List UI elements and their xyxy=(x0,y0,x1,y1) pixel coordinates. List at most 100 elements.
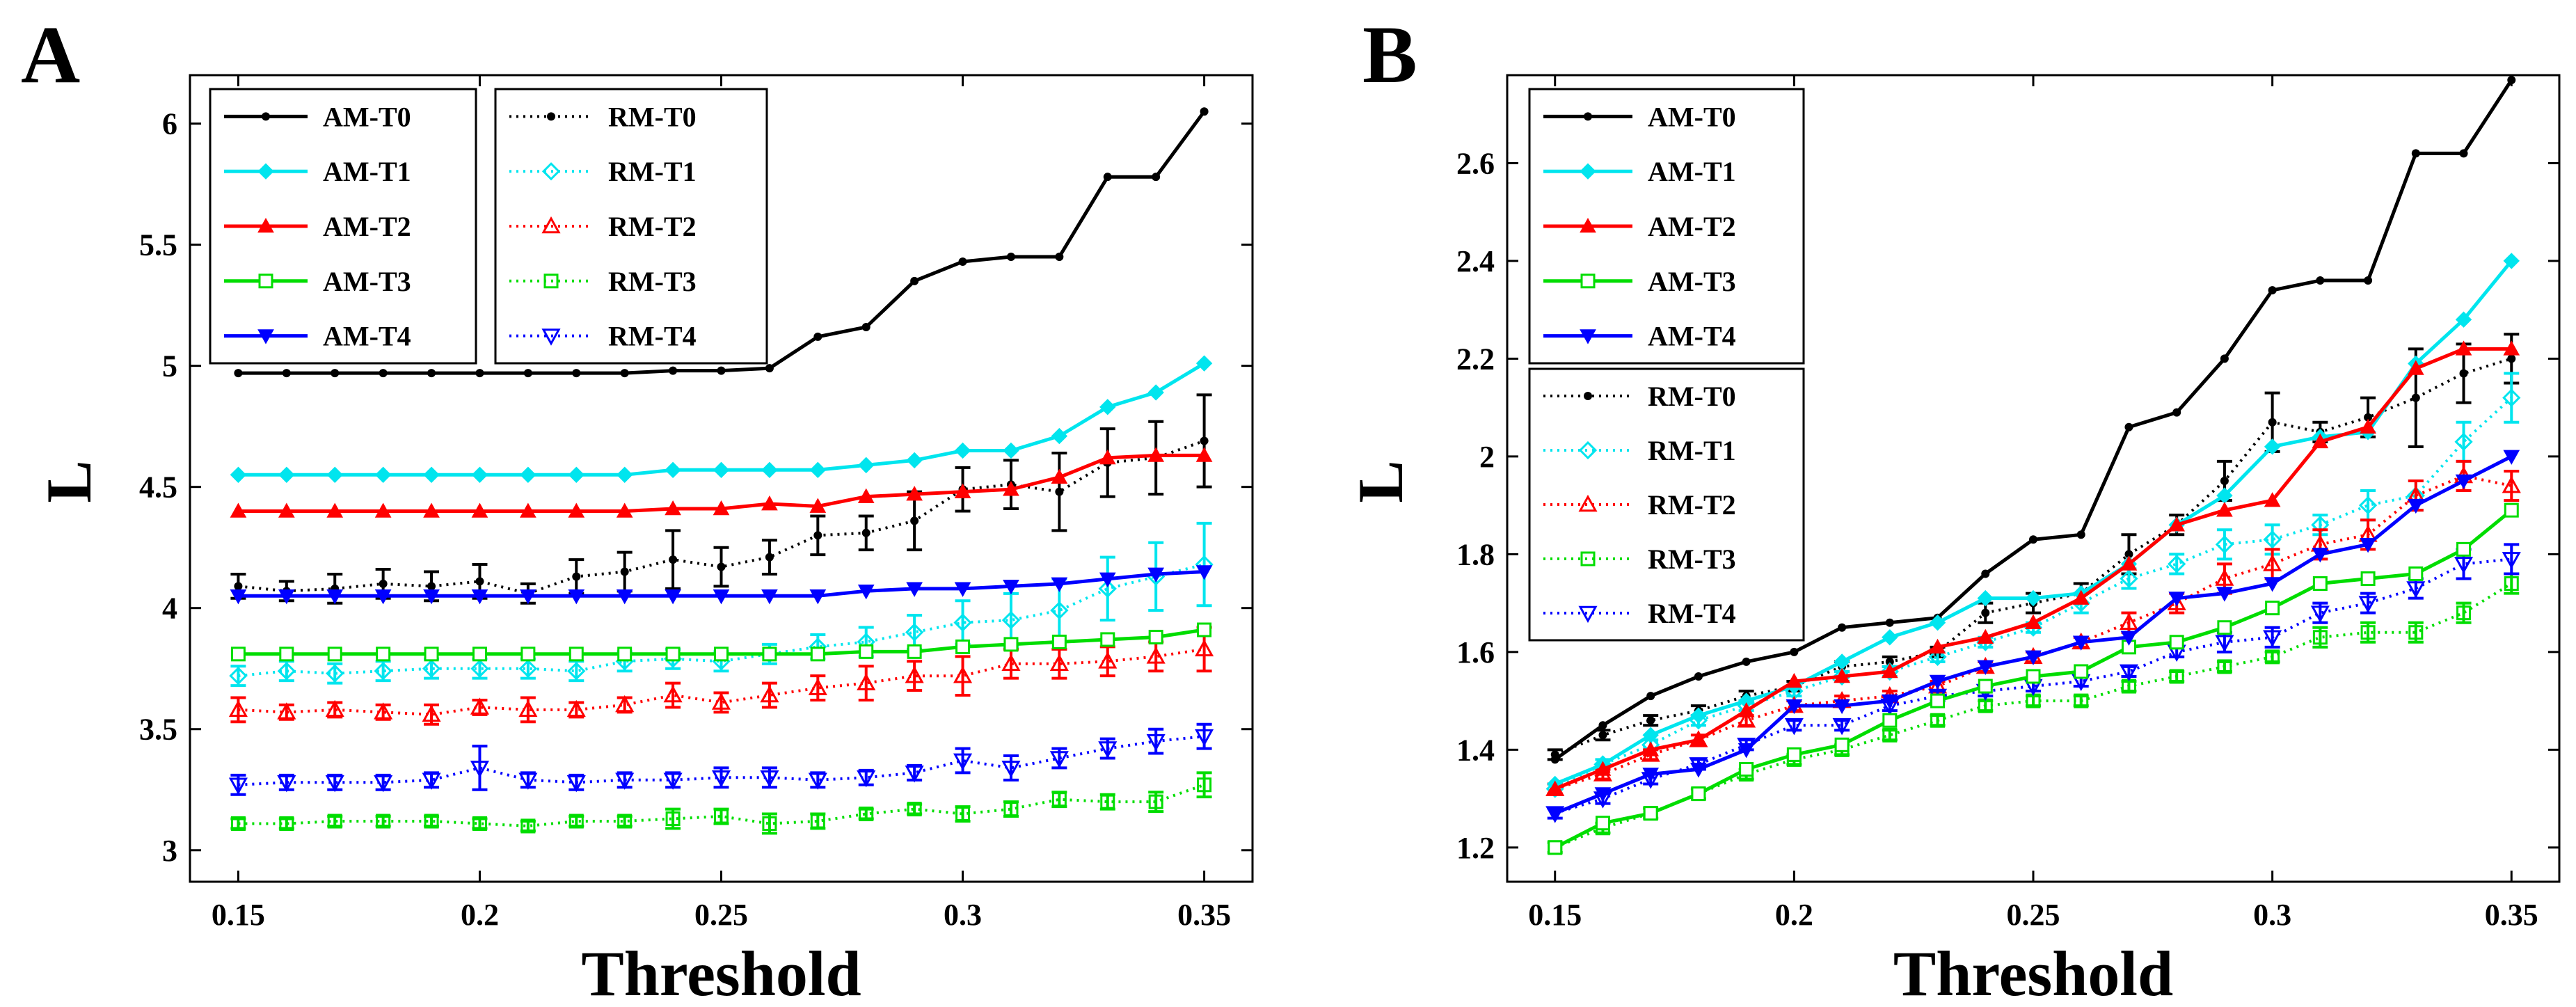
y-axis-title: L xyxy=(1345,460,1416,502)
data-point xyxy=(1049,653,1069,672)
y-tick-label: 1.4 xyxy=(1456,733,1495,767)
data-point xyxy=(470,697,490,715)
data-point xyxy=(1195,729,1214,747)
x-tick-label: 0.3 xyxy=(944,898,982,932)
data-point xyxy=(615,695,635,713)
data-point xyxy=(1690,707,1707,724)
data-point xyxy=(1881,694,1898,710)
legend-label: AM-T0 xyxy=(323,101,411,132)
data-point xyxy=(1981,608,1990,617)
data-point xyxy=(1737,711,1756,728)
data-point xyxy=(374,589,392,605)
data-point xyxy=(1546,780,1564,795)
data-point xyxy=(2364,276,2373,285)
data-point xyxy=(1885,618,1894,627)
data-point xyxy=(1147,447,1165,462)
data-point xyxy=(228,699,248,717)
error-bar xyxy=(2456,420,2472,463)
series-line xyxy=(238,735,1204,786)
data-point xyxy=(228,777,248,795)
data-point xyxy=(713,500,730,516)
data-point xyxy=(2455,340,2472,356)
error-bar xyxy=(955,655,971,697)
data-point xyxy=(1885,657,1894,666)
y-tick-label: 2.4 xyxy=(1456,244,1495,278)
data-point xyxy=(905,623,924,642)
data-point xyxy=(1739,761,1754,777)
data-point xyxy=(2169,669,2184,684)
legend-item-am-t4: AM-T4 xyxy=(1543,321,1736,352)
legend-marker xyxy=(262,112,270,121)
data-point xyxy=(1598,721,1607,730)
data-point xyxy=(665,500,681,516)
legend-item-rm-t3: RM-T3 xyxy=(1543,544,1736,575)
data-point xyxy=(2360,538,2376,553)
data-point xyxy=(1598,731,1607,740)
data-point xyxy=(1786,747,1802,762)
legend: AM-T0 AM-T1 AM-T2 AM-T3 AM-T4 xyxy=(209,88,477,365)
data-point xyxy=(906,486,923,501)
data-point xyxy=(2268,286,2277,295)
data-point xyxy=(2459,369,2468,378)
data-point xyxy=(809,589,827,605)
data-point xyxy=(1929,638,1946,654)
data-point xyxy=(665,647,681,662)
data-point xyxy=(616,466,633,483)
legend-label: RM-T3 xyxy=(608,266,697,297)
data-point xyxy=(327,647,342,662)
data-point xyxy=(663,772,683,790)
x-tick-label: 0.25 xyxy=(694,898,748,932)
data-point xyxy=(1195,355,1213,372)
data-point xyxy=(1642,741,1660,756)
data-point xyxy=(954,582,971,597)
data-point xyxy=(713,461,730,479)
data-point xyxy=(520,818,536,834)
data-point xyxy=(472,816,487,831)
data-point xyxy=(1642,768,1660,783)
data-point xyxy=(2025,614,2042,630)
data-point xyxy=(422,772,441,790)
legend-marker xyxy=(1580,217,1596,233)
data-point xyxy=(2360,418,2376,434)
data-point xyxy=(2119,612,2139,631)
data-point xyxy=(1003,481,1019,496)
data-point xyxy=(326,502,344,518)
error-bar xyxy=(278,817,294,830)
data-point xyxy=(717,562,726,571)
data-point xyxy=(229,667,248,685)
data-point xyxy=(1055,253,1064,262)
data-point xyxy=(2263,530,2282,549)
legend-label: RM-T0 xyxy=(1648,381,1736,412)
legend-label: AM-T4 xyxy=(1648,321,1736,352)
data-point xyxy=(1003,802,1019,817)
data-point xyxy=(2264,577,2281,592)
series-rm-t0 xyxy=(230,393,1212,605)
data-point xyxy=(617,814,633,829)
data-point xyxy=(1646,716,1655,725)
data-point xyxy=(572,369,581,378)
data-point xyxy=(1098,741,1118,759)
data-point xyxy=(2406,581,2426,598)
data-point xyxy=(1643,806,1658,821)
data-point xyxy=(616,502,633,518)
data-point xyxy=(230,466,247,483)
data-point xyxy=(566,699,586,717)
legend-label: AM-T2 xyxy=(1648,211,1736,242)
error-bar xyxy=(1786,719,1802,732)
data-point xyxy=(762,816,777,831)
legend-frame xyxy=(1528,367,1805,642)
data-point xyxy=(954,483,971,498)
data-point xyxy=(1882,713,1898,728)
y-tick-label: 2 xyxy=(1479,440,1495,474)
data-point xyxy=(423,589,440,605)
data-point xyxy=(1197,777,1212,793)
data-point xyxy=(2455,311,2472,328)
data-point xyxy=(1100,632,1115,647)
data-point xyxy=(761,461,778,479)
data-point xyxy=(2215,635,2234,652)
error-bar xyxy=(1196,771,1212,799)
data-point xyxy=(1001,761,1021,778)
error-bar xyxy=(1099,555,1115,622)
series-line xyxy=(238,783,1205,827)
legend-label: RM-T0 xyxy=(608,101,697,132)
